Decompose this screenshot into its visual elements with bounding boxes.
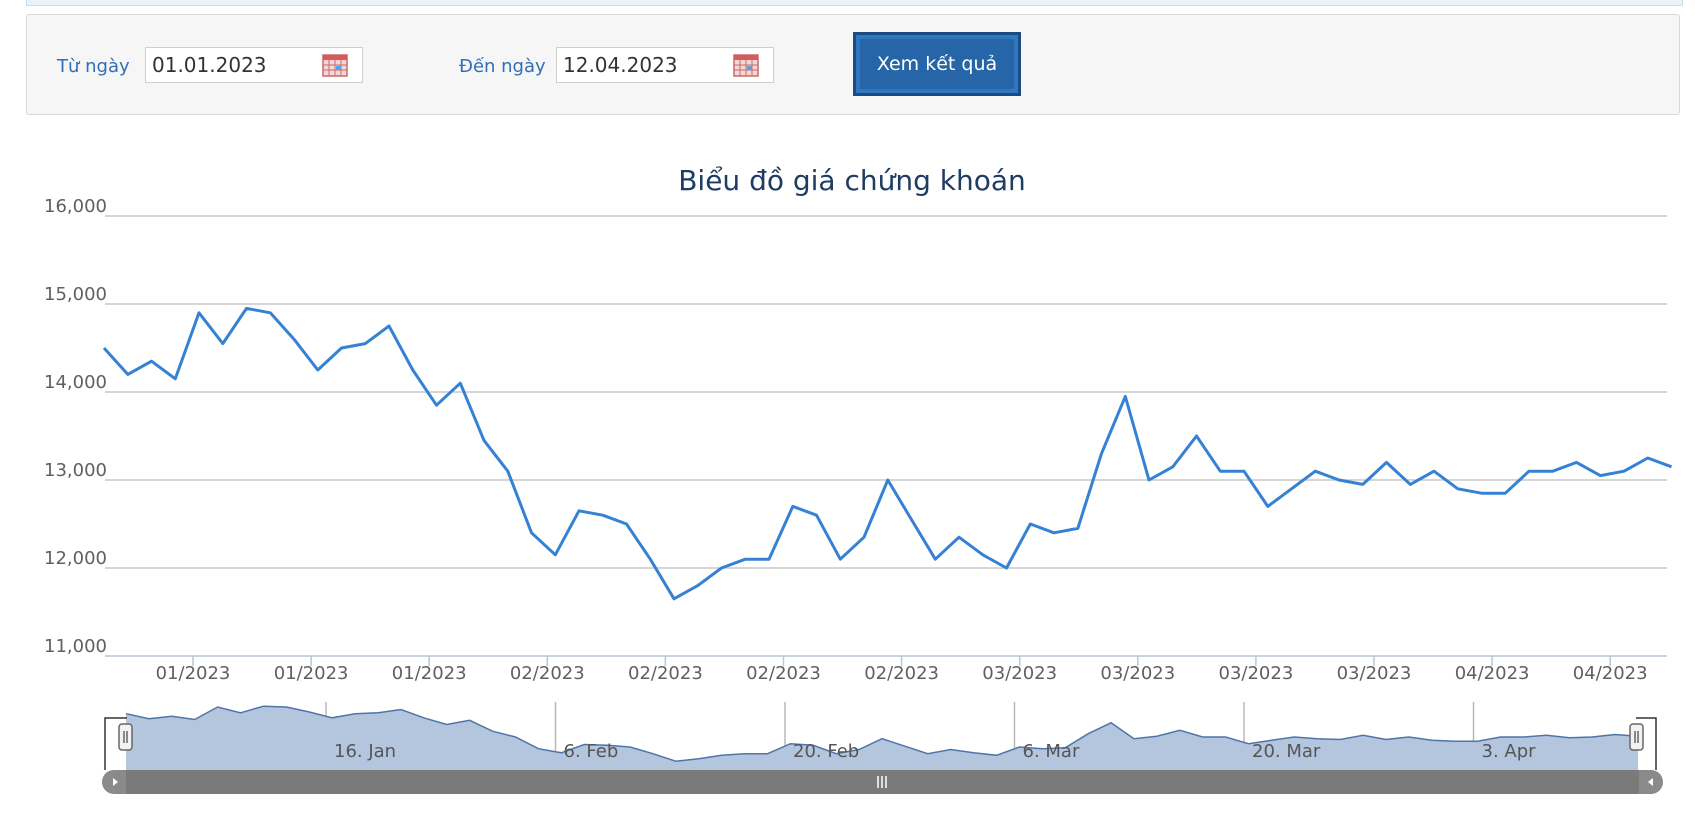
scrollbar[interactable] bbox=[102, 770, 1663, 794]
x-tick-label: 01/2023 bbox=[274, 663, 349, 684]
x-tick-label: 04/2023 bbox=[1573, 663, 1648, 684]
calendar-icon[interactable] bbox=[322, 53, 348, 77]
arrow-right-icon[interactable] bbox=[1648, 778, 1653, 786]
to-date-label: Đến ngày bbox=[459, 56, 546, 77]
calendar-icon[interactable] bbox=[733, 53, 759, 77]
x-tick-label: 02/2023 bbox=[864, 663, 939, 684]
x-axis-ticks: 01/2023 01/2023 01/2023 02/2023 02/2023 02/20… bbox=[156, 656, 1648, 684]
submit-button[interactable]: Xem kết quả bbox=[853, 32, 1021, 96]
from-date-input[interactable] bbox=[152, 52, 322, 78]
y-tick-label: 16,000 bbox=[44, 196, 107, 217]
x-tick-label: 03/2023 bbox=[1100, 663, 1175, 684]
navigator[interactable]: 16. Jan 6. Feb 20. Feb 6. Mar 20. Mar 3. Apr bbox=[104, 702, 1657, 770]
x-tick-label: 04/2023 bbox=[1455, 663, 1530, 684]
navigator-date-label: 20. Mar bbox=[1252, 741, 1321, 762]
to-date-input[interactable] bbox=[563, 52, 733, 78]
grid-lines bbox=[105, 215, 1667, 657]
x-tick-label: 03/2023 bbox=[982, 663, 1057, 684]
x-tick-label: 02/2023 bbox=[510, 663, 585, 684]
x-tick-label: 03/2023 bbox=[1337, 663, 1412, 684]
x-tick-label: 02/2023 bbox=[746, 663, 821, 684]
top-strip bbox=[26, 0, 1683, 6]
y-tick-label: 11,000 bbox=[44, 636, 107, 657]
x-tick-label: 01/2023 bbox=[392, 663, 467, 684]
navigator-date-label: 6. Feb bbox=[564, 741, 619, 762]
y-tick-label: 13,000 bbox=[44, 460, 107, 481]
y-tick-label: 12,000 bbox=[44, 548, 107, 569]
x-tick-label: 03/2023 bbox=[1219, 663, 1294, 684]
navigator-outline bbox=[104, 717, 1657, 770]
grip-icon[interactable] bbox=[877, 776, 887, 788]
navigator-area bbox=[126, 706, 1638, 770]
to-date-box bbox=[556, 47, 774, 83]
navigator-date-label: 3. Apr bbox=[1482, 741, 1537, 762]
navigator-labels: 16. Jan 6. Feb 20. Feb 6. Mar 20. Mar 3. Apr bbox=[334, 741, 1536, 762]
navigator-handle-right[interactable] bbox=[1629, 723, 1644, 751]
navigator-date-label: 20. Feb bbox=[793, 741, 859, 762]
y-axis-ticks: 11,000 12,000 13,000 14,000 15,000 16,000 bbox=[44, 196, 107, 657]
chart-title: Biểu đồ giá chứng khoán bbox=[678, 164, 1026, 197]
navigator-handle-left[interactable] bbox=[118, 723, 133, 751]
navigator-line bbox=[125, 705, 1639, 762]
from-date-label: Từ ngày bbox=[57, 56, 130, 77]
arrow-left-icon[interactable] bbox=[113, 778, 118, 786]
series-line-price bbox=[102, 306, 1673, 601]
date-filter-panel: Từ ngày Đến ngày Xem kết quả bbox=[26, 14, 1680, 115]
y-tick-label: 15,000 bbox=[44, 284, 107, 305]
x-tick-label: 01/2023 bbox=[156, 663, 231, 684]
x-tick-label: 02/2023 bbox=[628, 663, 703, 684]
from-date-box bbox=[145, 47, 363, 83]
y-tick-label: 14,000 bbox=[44, 372, 107, 393]
navigator-date-label: 6. Mar bbox=[1023, 741, 1080, 762]
navigator-date-label: 16. Jan bbox=[334, 741, 396, 762]
